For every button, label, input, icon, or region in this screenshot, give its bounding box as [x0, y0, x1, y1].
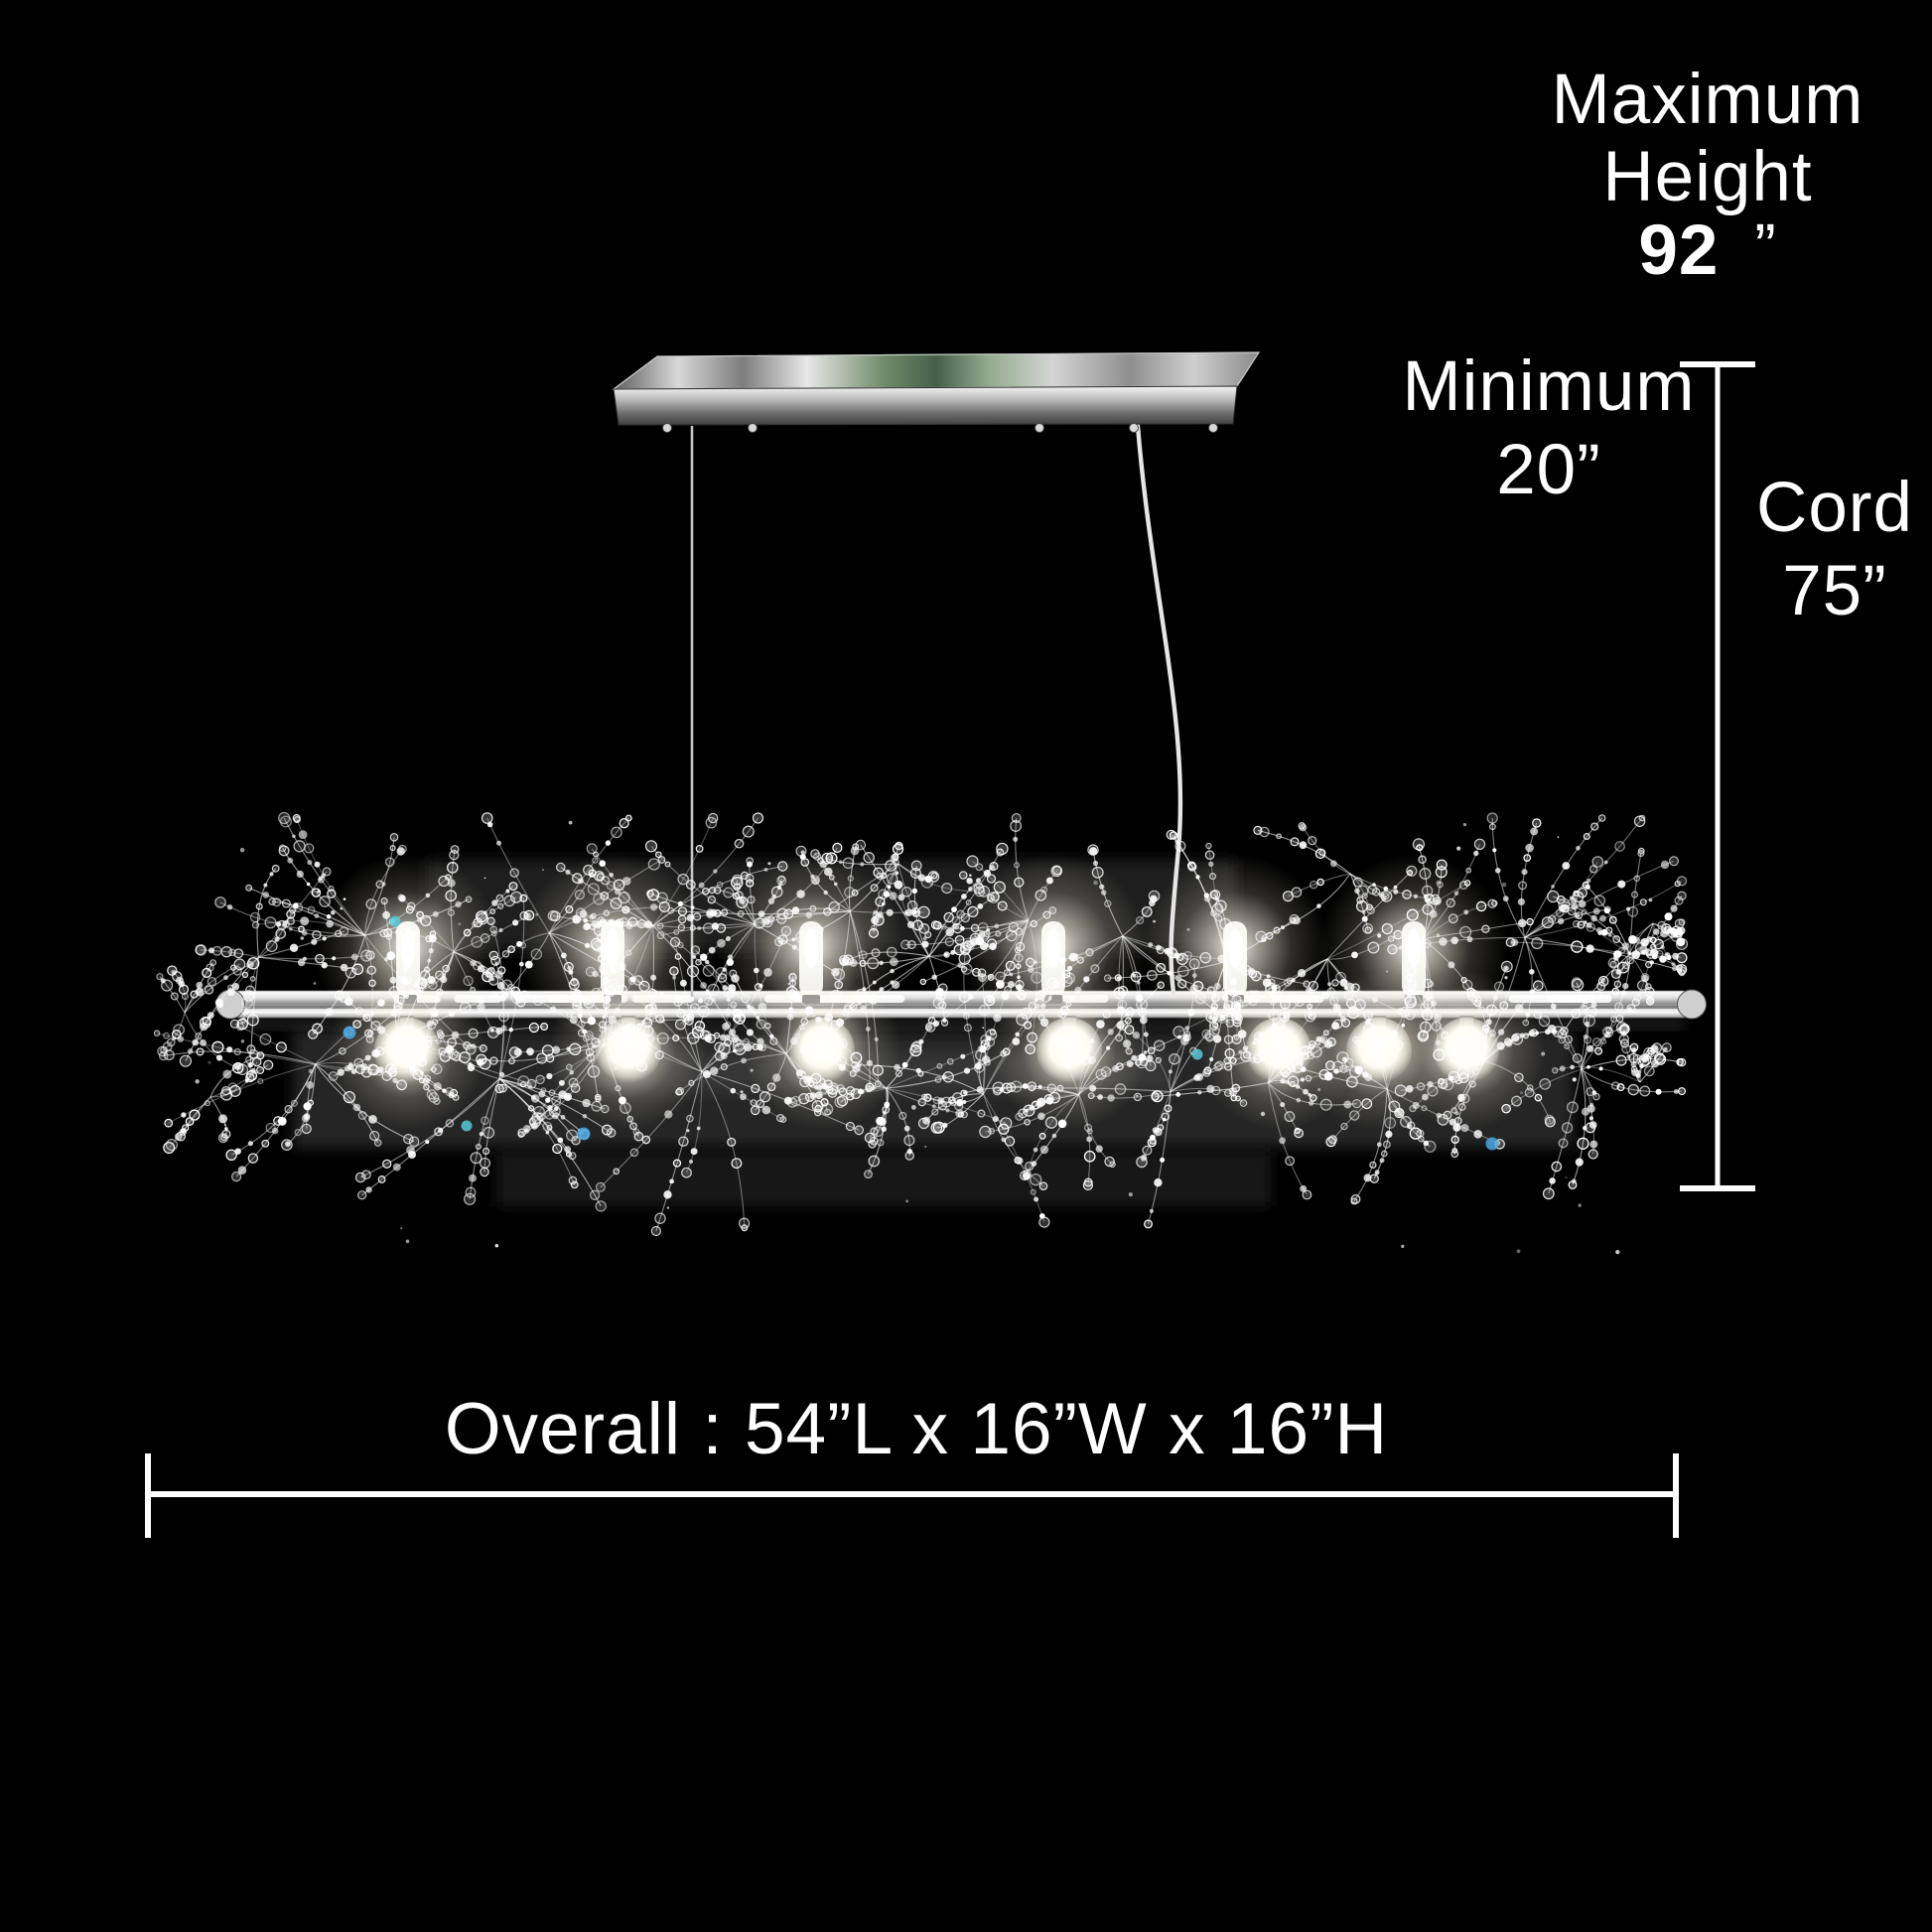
max-height-value-line: 92 ” — [1489, 210, 1926, 291]
cord-length-label: Cord 75” — [1729, 467, 1932, 633]
suspension-wires — [690, 423, 1183, 997]
ceiling-canopy-bar — [612, 351, 1261, 433]
light-bulbs — [314, 854, 1546, 1130]
minimum-word: Minimum — [1402, 347, 1696, 426]
cord-value: 75” — [1782, 552, 1887, 630]
dimension-lines — [145, 361, 1755, 1538]
overall-dimensions-label: Overall : 54”L x 16”W x 16”H — [444, 1389, 1389, 1469]
minimum-height-label: Minimum 20” — [1355, 345, 1742, 512]
minimum-value: 20” — [1496, 431, 1601, 509]
max-height-word1: Maximum — [1551, 61, 1864, 139]
max-height-value: 92 — [1638, 211, 1720, 290]
max-height-label: Maximum Height 92 ” — [1489, 62, 1926, 291]
cord-word: Cord — [1756, 469, 1913, 547]
max-height-unit: ” — [1754, 210, 1777, 282]
crystal-sprays — [153, 811, 1689, 1255]
max-height-word2: Height — [1602, 138, 1813, 216]
